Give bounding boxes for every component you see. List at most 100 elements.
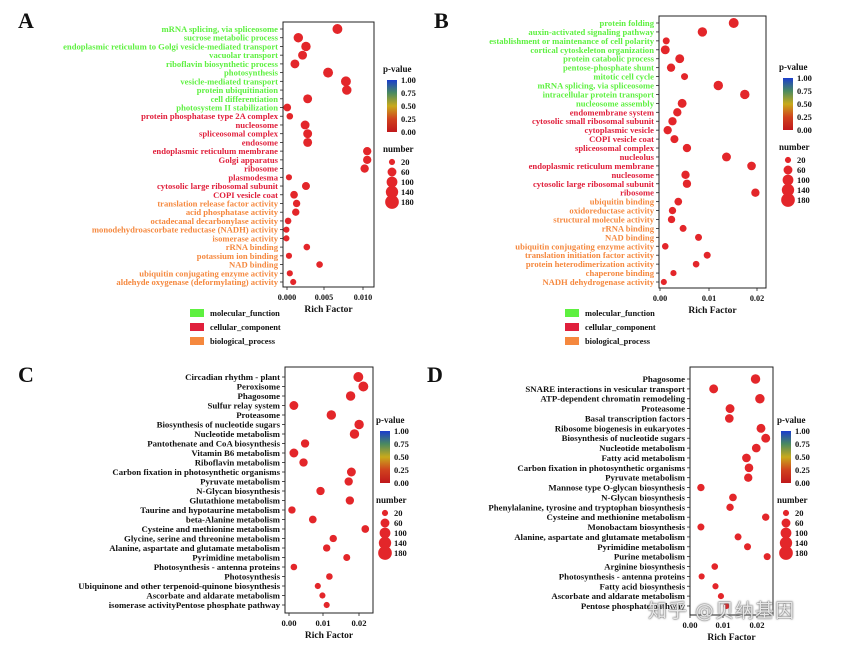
colorbar-tick-label: 1.00 — [401, 75, 416, 85]
plot-frame — [658, 15, 767, 289]
data-point — [668, 206, 677, 215]
size-legend-dot — [782, 174, 794, 186]
term-label: translation initiation factor activity — [525, 250, 655, 260]
chart-panel-c: C Circadian rhythm - plantPeroxisomePhago… — [18, 362, 409, 641]
term-label: Photosynthesis - antenna proteins — [154, 562, 281, 572]
data-point — [747, 161, 756, 171]
data-point — [750, 374, 761, 384]
x-tick-label: 0.02 — [351, 618, 366, 628]
term-label: endomembrane system — [570, 107, 655, 117]
x-tick-label: 0.005 — [315, 293, 333, 302]
term-label: ribosome — [244, 164, 278, 174]
term-label: Pantothenate and CoA biosynthesis — [147, 439, 280, 449]
data-point — [322, 544, 331, 552]
term-label: nucleosome — [236, 120, 279, 130]
data-point — [363, 155, 372, 165]
data-point — [360, 164, 369, 173]
term-label: Riboflavin metabolism — [195, 458, 281, 468]
data-point — [661, 242, 669, 250]
pvalue-colorbar — [783, 78, 793, 130]
term-label: Phenylalanine, tyrosine and tryptophan b… — [488, 502, 685, 512]
size-legend-dot — [388, 158, 396, 166]
data-point — [663, 126, 672, 135]
term-label: nucleolus — [620, 152, 655, 162]
data-point — [290, 278, 297, 286]
term-label: Biosynthesis of nucleotide sugars — [562, 433, 686, 443]
size-legend-dot — [781, 183, 795, 197]
data-point — [725, 404, 735, 414]
data-point — [323, 67, 334, 78]
category-legend-label: biological_process — [210, 337, 276, 346]
term-label: Ribosome biogenesis in eukaryotes — [555, 423, 686, 433]
term-label: Fatty acid biosynthesis — [599, 581, 685, 591]
data-point — [299, 458, 308, 467]
term-label: Alanine, aspartate and glutamate metabol… — [109, 543, 280, 553]
term-label: vesicle-mediated transport — [180, 76, 278, 86]
term-label: sucrose metabolic process — [184, 33, 279, 43]
data-point — [695, 233, 703, 241]
size-legend-dot — [781, 518, 791, 528]
size-legend-dot — [779, 546, 793, 560]
size-legend-title: number — [777, 495, 808, 505]
data-point — [314, 582, 321, 590]
colorbar-tick-label: 1.00 — [797, 73, 812, 83]
term-label: COPI vesicle coat — [589, 134, 654, 144]
data-point — [674, 197, 683, 206]
term-label: Golgi apparatus — [219, 155, 279, 165]
term-label: Pyrimidine metabolism — [597, 542, 685, 552]
data-point — [289, 448, 299, 458]
term-label: cortical cytoskeleton organization — [530, 45, 654, 55]
size-legend-dot — [385, 195, 399, 209]
data-point — [344, 477, 353, 486]
plot-frame — [284, 366, 374, 614]
size-legend-label: 180 — [795, 548, 808, 558]
x-tick-label: 0.00 — [653, 294, 667, 303]
x-axis-label: Rich Factor — [304, 305, 353, 315]
size-legend-dot — [380, 518, 390, 528]
data-point — [286, 270, 293, 277]
term-label: Glutathione metabolism — [189, 496, 280, 506]
colorbar-tick-label: 0.75 — [401, 88, 416, 98]
term-label: Fatty acid metabolism — [601, 453, 685, 463]
colorbar-tick-label: 0.25 — [401, 114, 416, 124]
category-legend-label: cellular_component — [585, 323, 656, 332]
size-legend-title: number — [779, 142, 810, 152]
term-label: Pyrimidine metabolism — [192, 553, 280, 563]
colorbar-tick-label: 0.00 — [795, 478, 810, 488]
term-label: beta-Alanine metabolism — [186, 515, 281, 525]
term-label: Cysteine and methionine metabolism — [546, 512, 685, 522]
term-label: mRNA splicing, via spliceosome — [162, 24, 279, 34]
size-legend-label: 20 — [795, 508, 804, 518]
category-swatch — [565, 337, 579, 345]
size-legend-label: 60 — [797, 165, 806, 175]
size-legend-label: 140 — [795, 538, 808, 548]
category-swatch — [565, 309, 579, 317]
data-point — [670, 135, 679, 144]
size-legend-dot — [379, 527, 391, 539]
term-label: NAD binding — [605, 232, 655, 242]
x-tick-label: 0.010 — [354, 293, 372, 302]
term-label: cell differentiation — [211, 94, 279, 104]
category-legend-label: cellular_component — [210, 323, 281, 332]
colorbar-tick-label: 0.50 — [394, 452, 409, 462]
panel-label: C — [18, 362, 34, 387]
data-point — [692, 260, 700, 268]
data-point — [283, 103, 292, 112]
size-legend-label: 60 — [401, 167, 410, 177]
term-label: Ascorbate and aldarate metabolism — [146, 591, 280, 601]
term-label: riboflavin biosynthetic process — [166, 59, 279, 69]
category-swatch — [190, 309, 204, 317]
term-label: Arginine biosynthesis — [604, 562, 685, 572]
term-label: Carbon fixation in photosynthetic organi… — [517, 463, 685, 473]
size-legend-dot — [779, 536, 793, 550]
data-point — [725, 414, 734, 423]
data-point — [666, 63, 676, 72]
term-label: ubiquitin binding — [590, 197, 655, 207]
data-point — [673, 108, 682, 117]
term-label: Glycine, serine and threonine metabolism — [124, 534, 281, 544]
data-point — [329, 534, 337, 543]
data-point — [726, 503, 734, 511]
term-label: auxin-activated signaling pathway — [528, 27, 654, 37]
data-point — [345, 391, 356, 401]
